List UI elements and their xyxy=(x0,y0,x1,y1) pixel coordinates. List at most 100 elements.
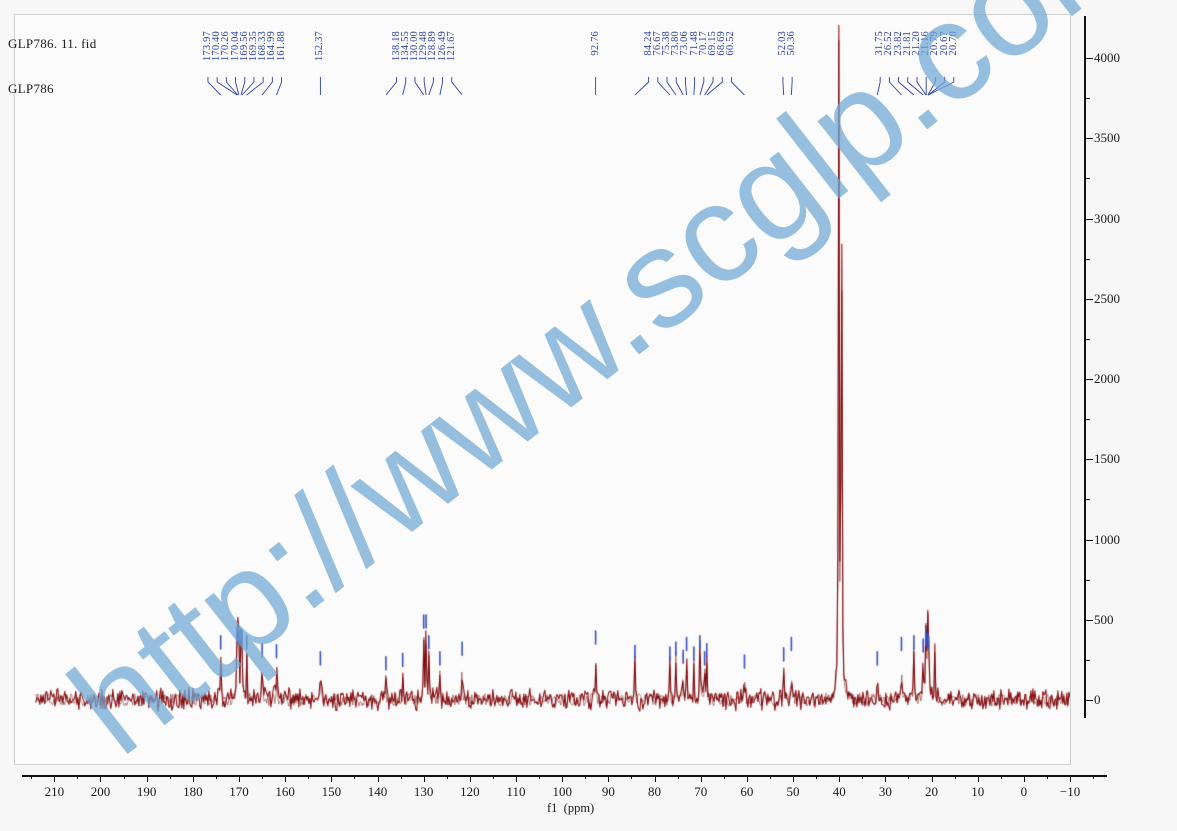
y-tick-label: 4000 xyxy=(1094,50,1120,65)
x-tick-label: 150 xyxy=(321,784,342,799)
x-tick xyxy=(1070,775,1072,782)
x-tick-label: 190 xyxy=(136,784,157,799)
peak-label: 152.37 xyxy=(314,31,326,62)
x-tick-minor xyxy=(215,775,217,779)
x-tick-minor xyxy=(723,775,725,779)
title-line-1: GLP786. 11. fid xyxy=(8,36,97,51)
y-tick-minor xyxy=(1086,98,1090,100)
x-tick-label: 50 xyxy=(786,784,800,799)
spectrum-title-block: GLP786. 11. fid GLP786 xyxy=(8,6,97,126)
x-tick xyxy=(516,775,518,782)
x-tick xyxy=(239,775,240,782)
y-tick-label: 2500 xyxy=(1094,290,1120,306)
x-tick xyxy=(931,775,933,782)
x-tick-label: 90 xyxy=(601,784,615,799)
plot-area[interactable]: 173.97 170.40 170.26 170.04 169.56 169.35 168.… xyxy=(14,14,1071,765)
x-axis: 210 200 190 180 170 160 150 140 130 120 110 100 90 80… xyxy=(0,765,1177,831)
x-tick-label: 170 xyxy=(229,784,249,799)
x-tick-minor xyxy=(769,775,771,779)
x-tick-label: 110 xyxy=(506,784,526,799)
x-tick-label: 130 xyxy=(413,784,434,799)
x-tick-label: 30 xyxy=(878,784,892,799)
x-tick xyxy=(100,775,102,782)
x-tick-minor xyxy=(585,775,587,779)
x-tick-minor xyxy=(77,775,79,779)
y-tick xyxy=(1086,298,1093,300)
y-tick-label: 0 xyxy=(1094,692,1101,707)
x-tick-minor xyxy=(816,775,818,779)
y-tick-minor xyxy=(1086,258,1090,260)
x-tick-minor xyxy=(262,775,264,779)
x-tick-label: 200 xyxy=(90,784,111,799)
y-tick-minor xyxy=(1086,419,1090,421)
x-tick-minor xyxy=(954,775,956,779)
peak-label: 92.76 xyxy=(589,31,601,56)
y-tick-label: 1500 xyxy=(1094,451,1120,467)
x-tick xyxy=(608,775,610,782)
x-tick-label: 70 xyxy=(694,784,708,799)
y-axis-line xyxy=(1084,16,1086,718)
x-tick-label: 0 xyxy=(1020,784,1028,799)
title-line-2: GLP786 xyxy=(8,81,54,96)
x-tick xyxy=(700,775,702,782)
spectrum-trace xyxy=(15,15,1070,764)
x-tick xyxy=(331,775,333,782)
x-tick-minor xyxy=(446,775,448,779)
x-tick xyxy=(654,775,656,782)
y-tick xyxy=(1086,58,1093,59)
y-axis: 0 500 1000 1500 2000 2500 3000 3500 4000 xyxy=(1078,6,1177,786)
y-tick xyxy=(1086,700,1093,701)
x-tick-minor xyxy=(677,775,679,779)
x-tick-minor xyxy=(1046,775,1048,779)
x-tick-label: 140 xyxy=(367,784,388,799)
y-tick-minor xyxy=(1086,178,1090,180)
x-tick-label: 40 xyxy=(832,784,846,799)
y-tick-label: 500 xyxy=(1094,611,1114,627)
x-tick xyxy=(285,775,287,782)
x-tick-label: −10 xyxy=(1059,784,1081,799)
x-tick xyxy=(1023,775,1025,782)
x-tick-minor xyxy=(31,775,33,779)
y-tick-label: 1000 xyxy=(1094,531,1120,547)
y-tick-minor xyxy=(1086,499,1090,501)
x-tick-minor xyxy=(354,775,356,779)
x-tick xyxy=(469,775,471,782)
peak-label: 121.67 xyxy=(445,31,457,62)
x-tick-label: 10 xyxy=(971,784,985,799)
x-tick xyxy=(885,775,887,782)
x-tick-minor xyxy=(400,775,402,779)
x-axis-line xyxy=(22,775,1107,777)
x-tick-label: 210 xyxy=(44,784,65,799)
x-tick-minor xyxy=(908,775,910,779)
x-tick-label: 120 xyxy=(460,784,480,799)
y-tick xyxy=(1086,138,1093,140)
x-tick-label: 100 xyxy=(552,784,572,799)
x-tick-minor xyxy=(539,775,541,779)
x-tick-minor xyxy=(492,775,494,779)
x-tick-label: 160 xyxy=(275,784,295,799)
y-tick xyxy=(1086,459,1093,461)
x-tick xyxy=(377,775,379,782)
peak-label: 50.36 xyxy=(786,31,798,56)
y-tick-minor xyxy=(1086,659,1090,661)
x-tick-minor xyxy=(862,775,864,779)
x-tick-label: 20 xyxy=(925,784,939,799)
y-tick xyxy=(1086,539,1093,541)
x-tick xyxy=(746,775,748,782)
y-tick xyxy=(1086,218,1093,220)
x-tick xyxy=(977,775,979,782)
peak-label: 161.88 xyxy=(275,31,287,62)
x-tick-minor xyxy=(1000,775,1002,779)
x-tick-label: 60 xyxy=(740,784,754,799)
y-tick-minor xyxy=(1086,579,1090,581)
x-tick xyxy=(54,775,56,782)
x-tick xyxy=(146,775,148,782)
x-tick-label: 180 xyxy=(183,784,203,799)
x-tick xyxy=(839,775,841,782)
x-tick-minor xyxy=(631,775,633,779)
x-axis-title: f1 (ppm) xyxy=(547,801,595,815)
y-tick xyxy=(1086,379,1093,380)
y-tick-minor xyxy=(1086,338,1090,340)
x-tick-minor xyxy=(169,775,171,779)
